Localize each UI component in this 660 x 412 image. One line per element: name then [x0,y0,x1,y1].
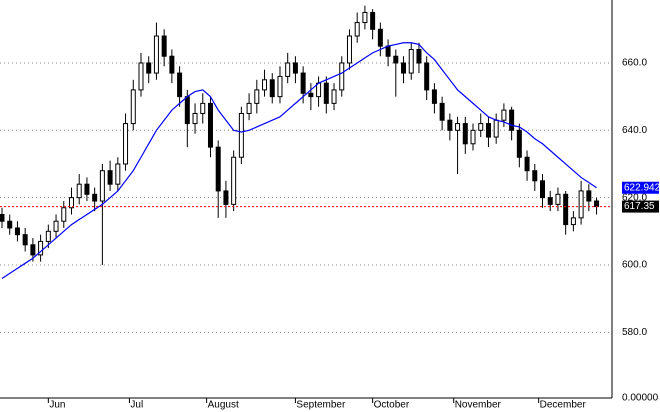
candle-body [215,146,221,192]
candle-body [362,11,368,24]
candle-body [207,102,213,148]
candle-body [455,123,461,131]
x-tick-label: October [374,400,410,411]
candle-body [377,28,383,47]
candle-body [370,11,376,30]
candle-body [586,190,592,202]
y-tick-label: 640.0 [622,125,647,136]
candle-body [254,89,260,104]
candle-body [470,129,476,145]
candle-body [246,102,252,114]
candle-body [61,207,67,222]
last-close-box [622,200,659,213]
candle-body [130,89,136,125]
candle-body [14,227,20,236]
candle-body [138,62,144,91]
y-tick-label: 620.0 [622,192,647,203]
candle-body [547,197,553,205]
y-tick-label: 0.00000 [622,393,659,404]
candle-body [439,102,445,121]
candle-body [99,170,105,202]
candle-body [308,92,314,98]
candle-body [200,102,206,114]
candle-body [323,82,329,104]
candle-body [76,183,82,199]
candle-body [594,200,600,208]
x-tick-label: September [296,400,346,411]
candle-body [107,170,113,185]
candle-body [0,213,5,222]
candle-body [346,35,352,64]
candle-body [262,79,268,91]
candle-body [393,55,399,64]
candle-body [153,35,159,74]
ma-value-box [622,181,659,194]
candle-body [238,112,244,158]
candle-body [146,62,152,74]
candle-body [316,82,322,98]
candle-body [478,123,484,131]
candle-body [192,112,198,125]
ma-value-label: 622.942 [624,182,660,193]
x-tick-label: Jun [49,400,65,411]
x-tick-label: Jul [130,400,143,411]
candle-body [223,190,229,205]
moving-average-line [1,42,597,279]
x-tick-label: December [540,400,587,411]
candle-body [540,180,546,199]
candle-body [447,119,453,131]
candle-body [30,244,36,256]
candle-body [68,197,74,209]
candle-body [269,79,275,98]
candle-body [555,193,561,205]
candle-body [424,62,430,91]
y-tick-label: 580.0 [622,327,647,338]
candle-body [462,123,468,145]
candle-body [300,72,306,94]
candle-body [431,89,437,104]
candle-body [578,190,584,219]
candle-body [53,220,59,232]
candle-body [292,62,298,74]
candle-body [385,45,391,57]
candle-body [516,129,522,158]
candle-body [524,156,530,172]
candle-body [92,193,98,202]
candle-body [161,35,167,57]
candle-body [84,183,90,195]
candle-body [285,62,291,77]
candle-body [416,48,422,64]
candle-body [45,230,51,242]
candle-body [532,170,538,182]
candle-body [509,109,515,131]
candle-body [7,220,13,229]
candle-body [493,119,499,138]
candle-body [339,62,345,91]
candle-body [331,89,337,104]
candle-body [231,156,237,205]
candle-body [485,123,491,138]
candle-body [501,109,507,121]
candle-body [408,48,414,74]
candle-body [38,240,44,256]
candle-body [570,217,576,226]
candle-body [354,22,360,37]
candle-body [184,96,190,125]
candle-body [22,234,28,246]
candle-body [169,55,175,74]
candle-body [563,193,569,226]
y-tick-label: 660.0 [622,58,647,69]
candle-body [115,163,121,185]
candle-body [123,123,129,165]
y-tick-label: 600.0 [622,260,647,271]
last-close-label: 617.35 [624,201,655,212]
candle-body [277,75,283,98]
x-tick-label: November [455,400,502,411]
x-tick-label: August [208,400,239,411]
candle-body [401,62,407,74]
candle-body [177,72,183,98]
